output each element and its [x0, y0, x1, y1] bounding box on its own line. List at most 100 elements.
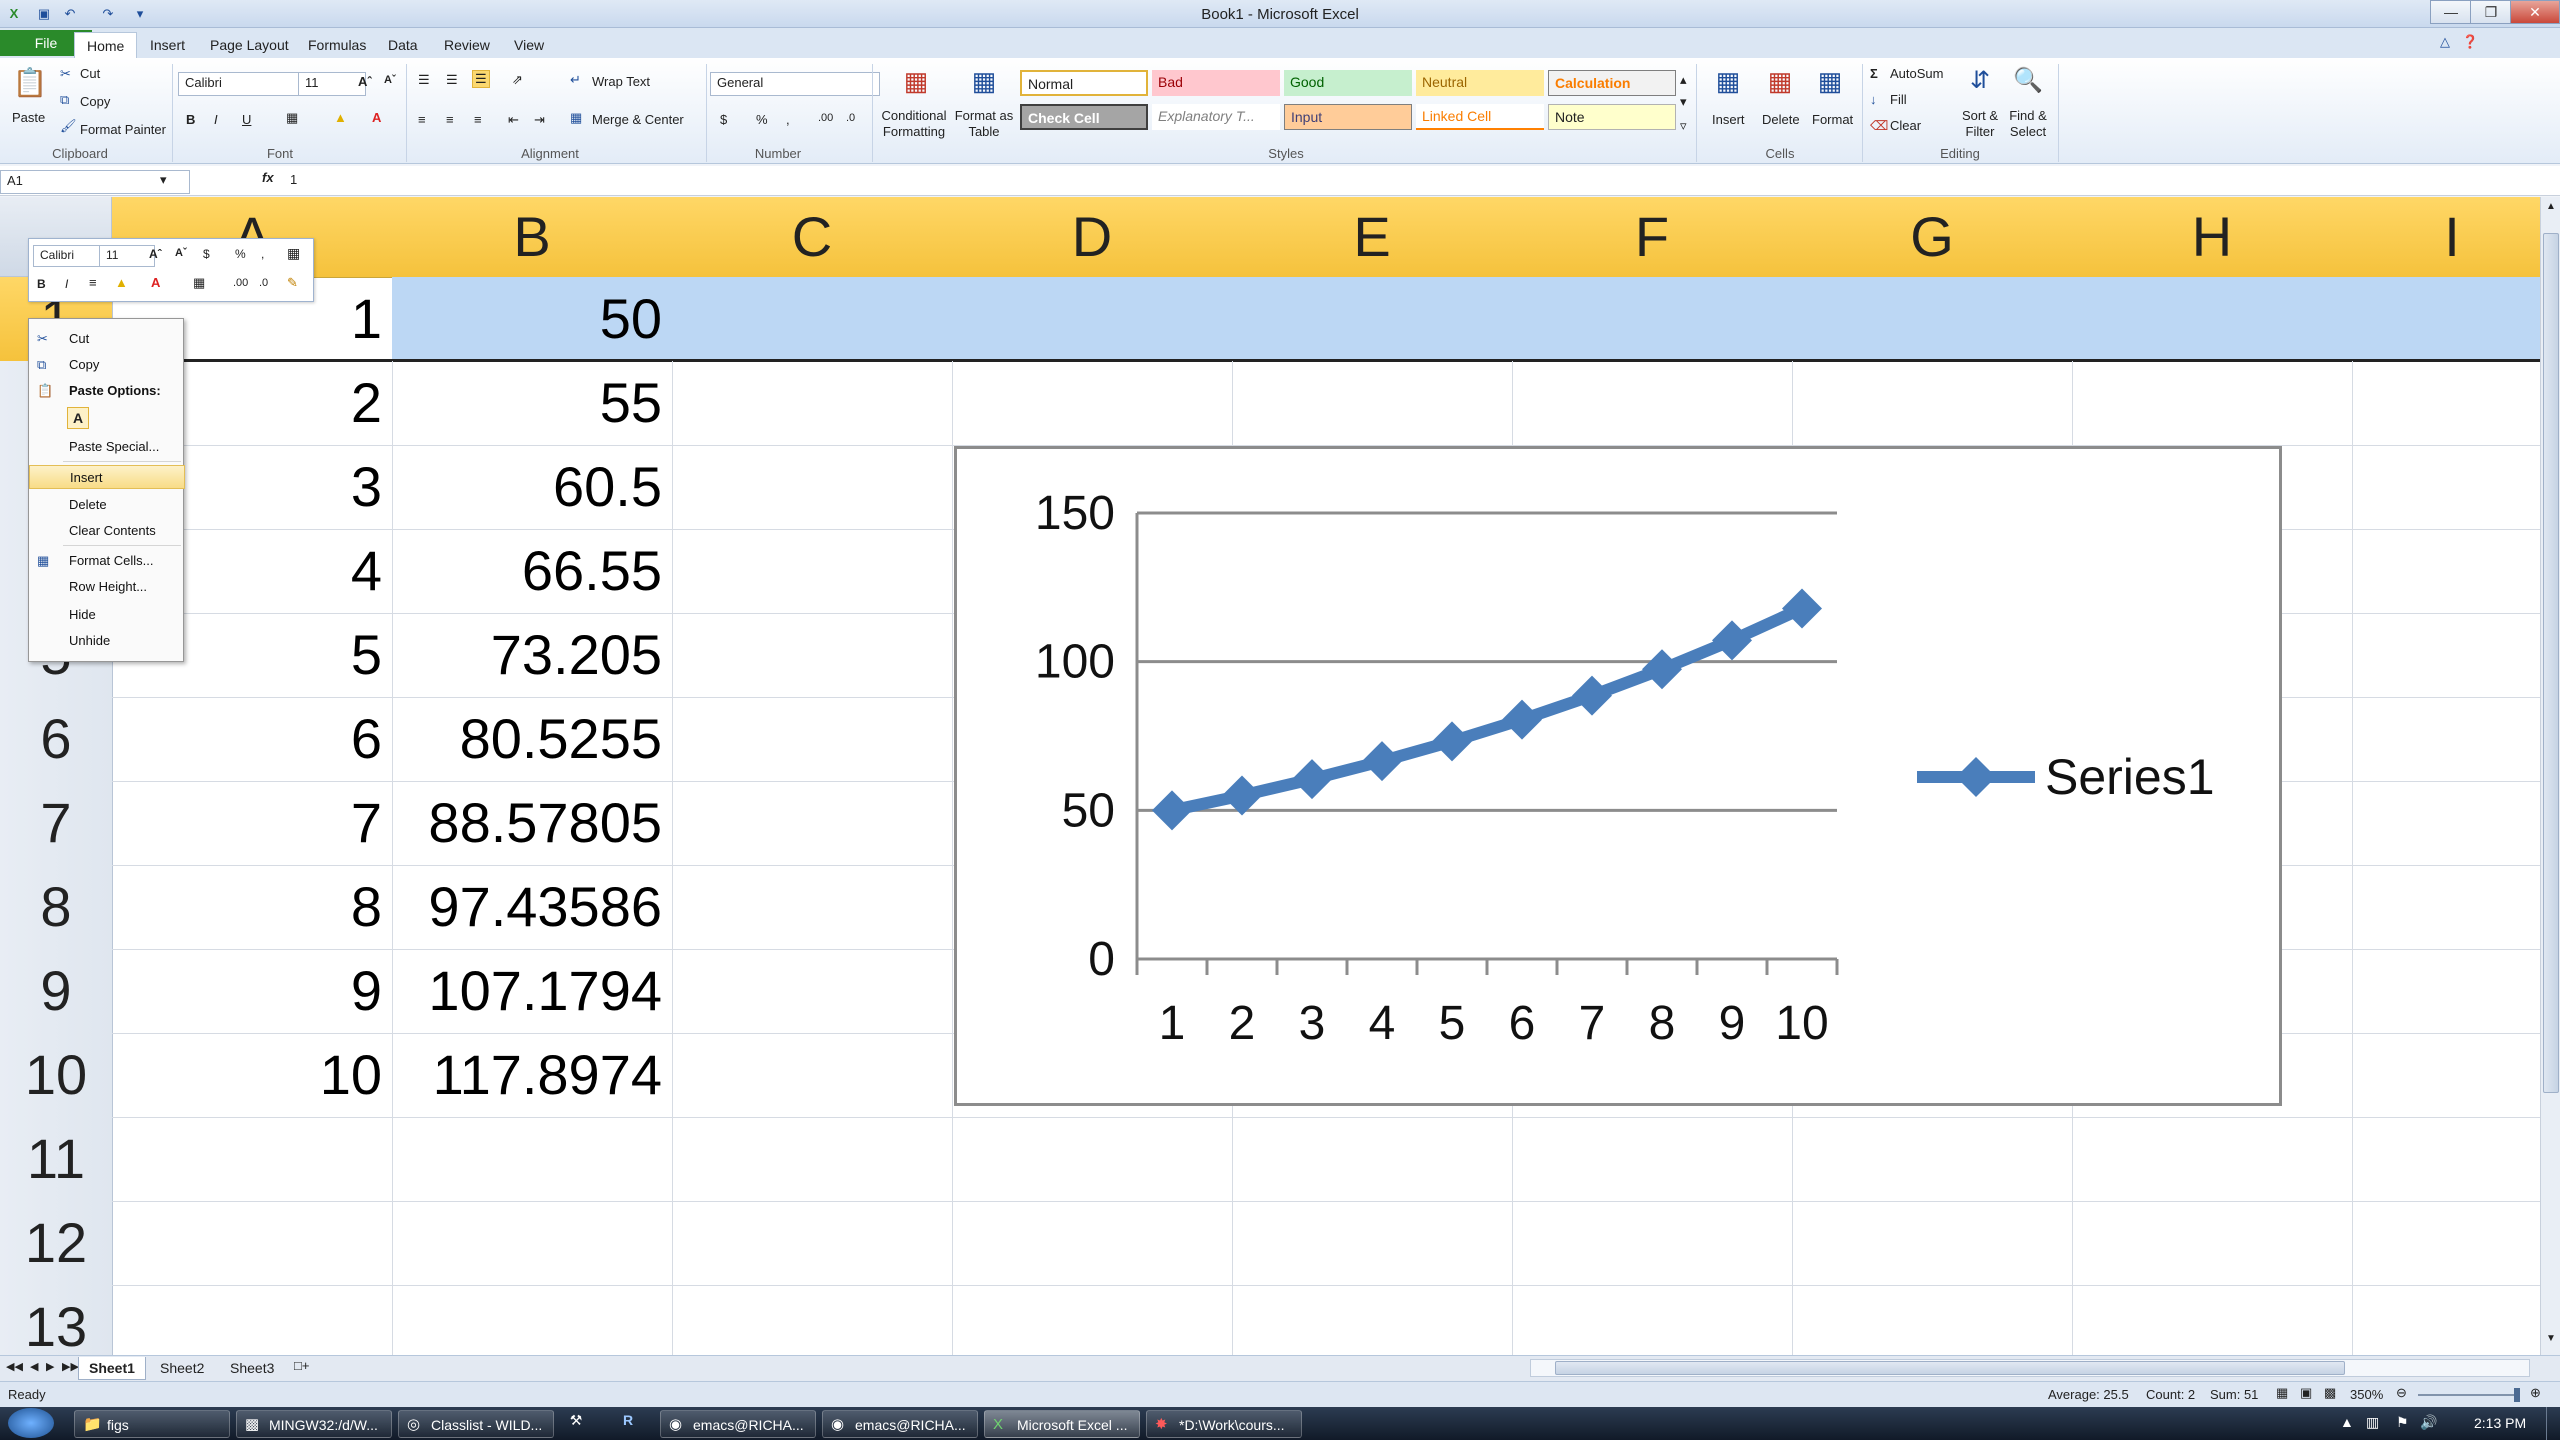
- underline-icon[interactable]: U: [242, 112, 252, 127]
- taskbar-item-emacs-2[interactable]: ◉ emacs@RICHA...: [822, 1410, 978, 1438]
- row-header-11[interactable]: 11: [0, 1117, 113, 1202]
- styles-scroll-up-icon[interactable]: ▴: [1680, 72, 1687, 87]
- column-header-c[interactable]: C: [672, 197, 953, 278]
- italic-icon[interactable]: I: [214, 112, 218, 127]
- zoom-slider[interactable]: [2418, 1394, 2518, 1396]
- sheet-tab-3[interactable]: Sheet3: [230, 1360, 275, 1376]
- increase-indent-icon[interactable]: ⇥: [534, 112, 545, 127]
- style-normal[interactable]: Normal: [1020, 70, 1148, 96]
- fill-button[interactable]: Fill: [1890, 92, 1907, 107]
- zoom-slider-thumb[interactable]: [2514, 1388, 2520, 1402]
- styles-more-icon[interactable]: ▿: [1680, 118, 1687, 133]
- menu-item-cut[interactable]: ✂ Cut: [29, 327, 185, 351]
- style-note[interactable]: Note: [1548, 104, 1676, 130]
- cell-a7[interactable]: 7: [350, 791, 382, 854]
- tab-view[interactable]: View: [514, 37, 545, 53]
- fill-color-icon[interactable]: ▲: [334, 110, 347, 125]
- vertical-scrollbar[interactable]: ▲ ▼: [2540, 197, 2560, 1355]
- cell-a5[interactable]: 5: [350, 623, 382, 686]
- cell-a6[interactable]: 6: [350, 707, 382, 770]
- row-header-9[interactable]: 9: [0, 949, 113, 1034]
- column-header-d[interactable]: D: [952, 197, 1233, 278]
- cell-b2[interactable]: 55: [599, 371, 662, 434]
- copy-button[interactable]: Copy: [80, 94, 111, 109]
- taskbar-item-figs[interactable]: 📁 figs: [74, 1410, 230, 1438]
- sheet-tab-1[interactable]: Sheet1: [78, 1357, 146, 1380]
- comma-icon[interactable]: ,: [786, 112, 790, 127]
- style-input[interactable]: Input: [1284, 104, 1412, 130]
- cell-a8[interactable]: 8: [350, 875, 382, 938]
- font-color-icon[interactable]: A: [372, 110, 382, 125]
- mini-format-painter-icon[interactable]: ▦: [287, 245, 301, 261]
- cell-a3[interactable]: 3: [350, 455, 382, 518]
- format-cells-button[interactable]: Format: [1812, 112, 1854, 127]
- name-box-dropdown-icon[interactable]: ▾: [160, 172, 167, 187]
- mini-italic-icon[interactable]: I: [65, 277, 69, 291]
- insert-function-icon[interactable]: fx: [262, 170, 274, 185]
- shrink-font-icon[interactable]: Aˇ: [384, 74, 396, 86]
- taskbar-item-editor[interactable]: ✸ *D:\Work\cours...: [1146, 1410, 1302, 1438]
- menu-item-insert[interactable]: Insert: [29, 465, 185, 489]
- start-button[interactable]: [8, 1408, 54, 1438]
- scroll-up-icon[interactable]: ▲: [2546, 201, 2556, 212]
- first-sheet-icon[interactable]: ◀◀: [6, 1361, 23, 1373]
- style-neutral[interactable]: Neutral: [1416, 70, 1544, 96]
- prev-sheet-icon[interactable]: ◀: [30, 1361, 39, 1373]
- row-header-13[interactable]: 13: [0, 1285, 113, 1355]
- merge-center-button[interactable]: Merge & Center: [592, 112, 684, 127]
- show-desktop-button[interactable]: [2546, 1407, 2560, 1440]
- name-box[interactable]: A1: [0, 170, 190, 194]
- paste-icon[interactable]: 📋: [12, 67, 48, 98]
- paste-values-option[interactable]: A: [67, 407, 89, 429]
- conditional-formatting-button[interactable]: Conditional Formatting: [881, 108, 947, 139]
- cell-a9[interactable]: 9: [350, 959, 382, 1022]
- scroll-thumb[interactable]: [2543, 233, 2559, 1093]
- mini-comma-icon[interactable]: ,: [261, 247, 265, 261]
- mini-font-size[interactable]: 11: [99, 245, 155, 267]
- orientation-icon[interactable]: ⇗: [512, 72, 523, 87]
- row-header-10[interactable]: 10: [0, 1033, 113, 1118]
- percent-icon[interactable]: %: [756, 112, 768, 127]
- cell-b3[interactable]: 60.5: [553, 455, 662, 518]
- grow-font-icon[interactable]: Aˆ: [358, 74, 372, 89]
- row-header-6[interactable]: 6: [0, 697, 113, 782]
- find-select-button[interactable]: Find & Select: [2009, 108, 2047, 139]
- mini-shrink-font-icon[interactable]: Aˇ: [175, 247, 187, 259]
- mini-center-icon[interactable]: ≡: [89, 275, 97, 290]
- tray-volume-icon[interactable]: 🔊: [2420, 1414, 2438, 1430]
- font-name-combo[interactable]: Calibri: [178, 72, 310, 96]
- menu-item-format-cells[interactable]: ▦ Format Cells...: [29, 549, 185, 573]
- mini-font-color-icon[interactable]: A: [151, 275, 161, 290]
- undo-icon[interactable]: ↶: [64, 6, 76, 21]
- zoom-in-icon[interactable]: ⊕: [2530, 1385, 2541, 1400]
- horizontal-scrollbar[interactable]: [1530, 1359, 2530, 1377]
- taskbar-item-emacs-1[interactable]: ◉ emacs@RICHA...: [660, 1410, 816, 1438]
- tab-review[interactable]: Review: [444, 37, 490, 53]
- restore-button[interactable]: ❐: [2470, 0, 2512, 24]
- tray-expand-icon[interactable]: ▲: [2340, 1414, 2354, 1430]
- cell-a1[interactable]: 1: [350, 287, 382, 350]
- taskbar-item-mingw[interactable]: ▩ MINGW32:/d/W...: [236, 1410, 392, 1438]
- style-calculation[interactable]: Calculation: [1548, 70, 1676, 96]
- column-header-i[interactable]: I: [2352, 197, 2540, 278]
- cell-a10[interactable]: 10: [319, 1043, 382, 1106]
- row-header-7[interactable]: 7: [0, 781, 113, 866]
- align-middle-icon[interactable]: ☰: [446, 72, 458, 87]
- customize-qat-icon[interactable]: ▾: [136, 6, 144, 21]
- redo-icon[interactable]: ↷: [102, 6, 114, 21]
- column-header-f[interactable]: F: [1512, 197, 1793, 278]
- tab-data[interactable]: Data: [388, 37, 418, 53]
- mini-borders-icon[interactable]: ▦: [193, 275, 206, 290]
- column-header-h[interactable]: H: [2072, 197, 2353, 278]
- borders-icon[interactable]: ▦: [286, 110, 299, 125]
- mini-grow-font-icon[interactable]: Aˆ: [149, 247, 162, 261]
- mini-percent-icon[interactable]: %: [235, 247, 246, 261]
- menu-item-clear-contents[interactable]: Clear Contents: [69, 523, 156, 538]
- style-bad[interactable]: Bad: [1152, 70, 1280, 96]
- menu-item-delete[interactable]: Delete: [69, 497, 107, 512]
- style-linked-cell[interactable]: Linked Cell: [1416, 104, 1544, 130]
- tab-insert[interactable]: Insert: [150, 37, 186, 53]
- zoom-level[interactable]: 350%: [2350, 1387, 2384, 1402]
- row-header-12[interactable]: 12: [0, 1201, 113, 1286]
- last-sheet-icon[interactable]: ▶▶: [62, 1361, 79, 1373]
